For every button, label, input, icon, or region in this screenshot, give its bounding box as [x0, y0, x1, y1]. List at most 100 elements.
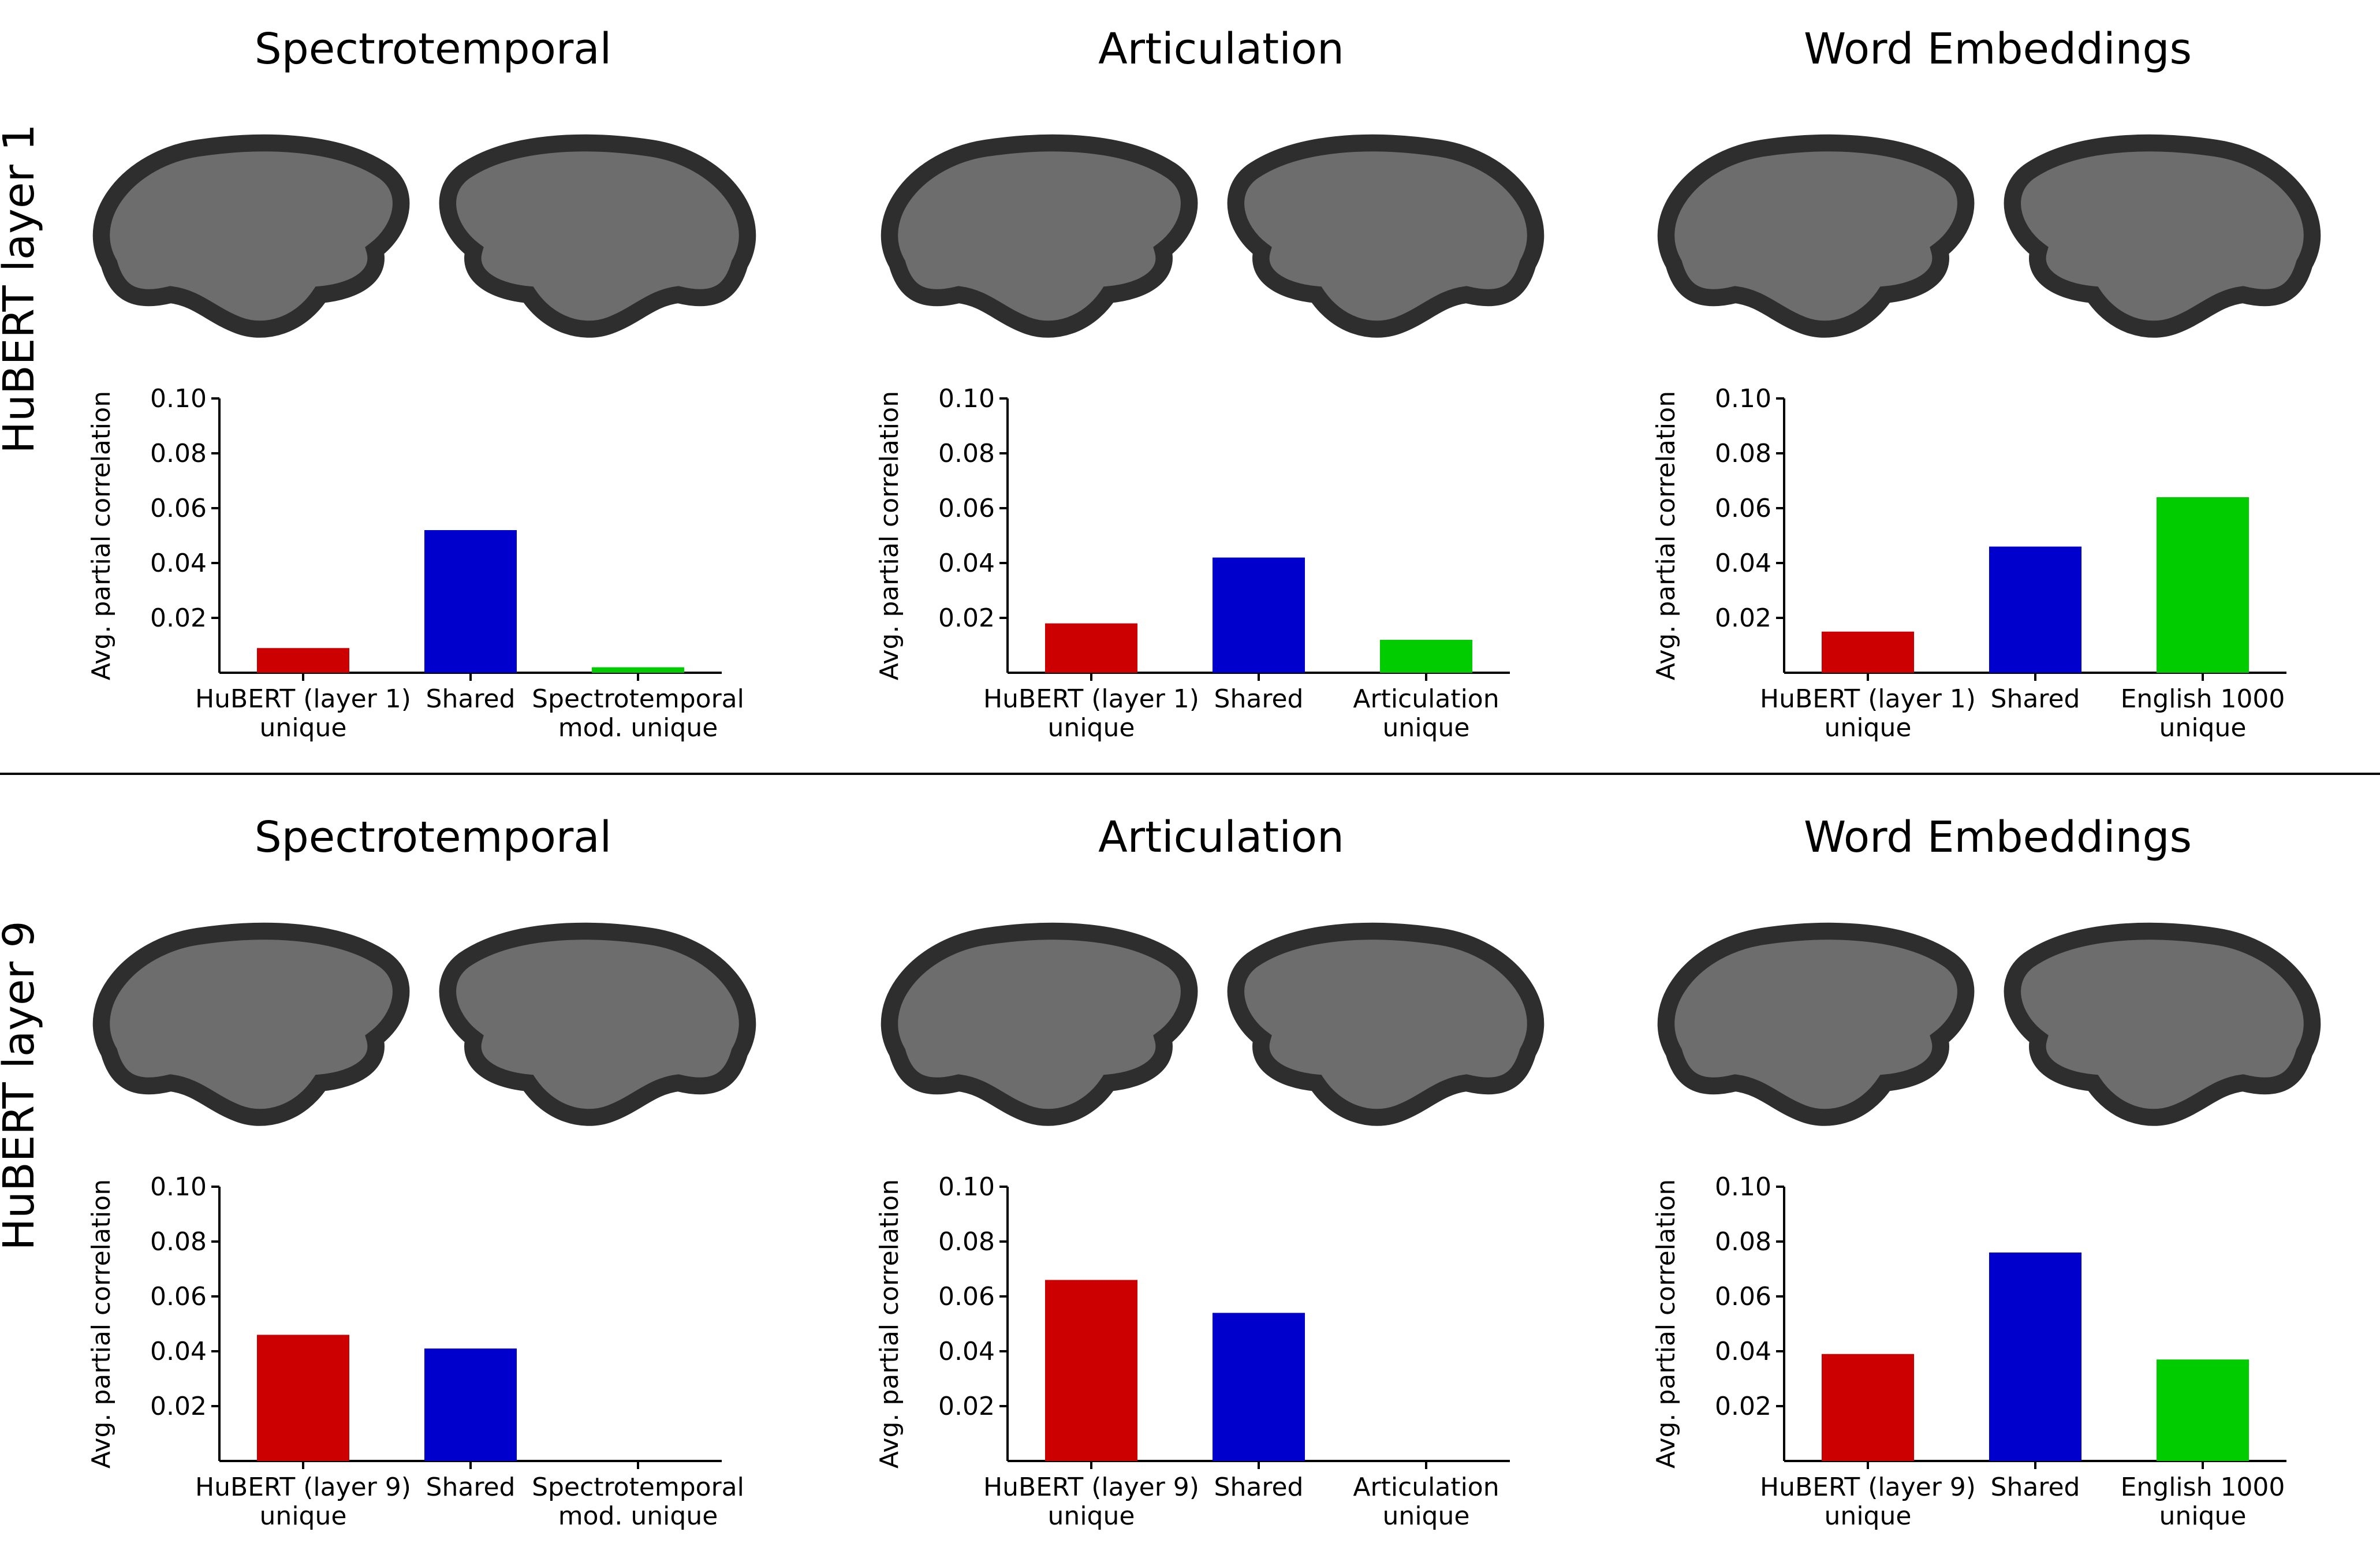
- y-axis-label: Avg. partial correlation: [1651, 1179, 1681, 1468]
- y-axis-label: Avg. partial correlation: [875, 1179, 904, 1468]
- bar: [1380, 640, 1472, 673]
- bar: [1213, 557, 1305, 673]
- x-tick-label: unique: [1383, 1501, 1470, 1531]
- y-tick-label: 0.10: [1715, 384, 1771, 413]
- x-tick-label: unique: [2159, 713, 2247, 743]
- bar: [1989, 1253, 2081, 1461]
- brain-left-hemisphere: [101, 931, 401, 1117]
- y-tick-label: 0.06: [150, 494, 207, 523]
- chart-panel-3: Word Embeddings 0.02 0.04 0.06 0.08 0.10 Avg. …: [1651, 24, 2312, 743]
- bar: [257, 1335, 349, 1461]
- chart-title: Spectrotemporal: [255, 812, 611, 862]
- chart-panel-5: Articulation 0.02 0.04 0.06 0.08 0.10 Avg. par…: [875, 812, 1536, 1531]
- y-tick-label: 0.04: [150, 1337, 207, 1366]
- brain-left-hemisphere: [889, 931, 1189, 1117]
- x-tick-label: Shared: [1214, 1473, 1304, 1502]
- y-tick-label: 0.02: [1715, 1392, 1771, 1421]
- x-tick-label: Shared: [1991, 1473, 2080, 1502]
- bar: [1989, 546, 2081, 673]
- x-tick-label: Shared: [426, 1473, 516, 1502]
- y-tick-label: 0.10: [938, 384, 995, 413]
- x-tick-label: unique: [1825, 1501, 1912, 1531]
- x-tick-label: English 1000: [2121, 1473, 2285, 1502]
- x-tick-label: Articulation: [1353, 1473, 1499, 1502]
- x-tick-label: unique: [1383, 713, 1470, 743]
- x-tick-label: Spectrotemporal: [532, 1473, 744, 1502]
- bar: [2157, 497, 2249, 673]
- row-label-layer1: HuBERT layer 1: [0, 124, 44, 453]
- y-tick-label: 0.10: [1715, 1172, 1771, 1202]
- bar: [424, 1348, 517, 1461]
- y-tick-label: 0.06: [150, 1282, 207, 1311]
- x-tick-label: unique: [1048, 713, 1135, 743]
- bar: [424, 530, 517, 673]
- y-tick-label: 0.08: [938, 1227, 995, 1257]
- x-tick-label: HuBERT (layer 9): [195, 1473, 411, 1502]
- y-tick-label: 0.04: [938, 549, 995, 578]
- brain-right-hemisphere: [2012, 143, 2312, 329]
- y-tick-label: 0.02: [1715, 603, 1771, 633]
- brain-left-hemisphere: [1666, 931, 1965, 1117]
- x-tick-label: HuBERT (layer 9): [1760, 1473, 1976, 1502]
- bar: [1822, 631, 1914, 673]
- brain-right-hemisphere: [1236, 931, 1535, 1117]
- chart-title: Articulation: [1098, 812, 1344, 862]
- y-tick-label: 0.08: [150, 1227, 207, 1257]
- y-tick-label: 0.06: [938, 1282, 995, 1311]
- y-tick-label: 0.02: [150, 603, 207, 633]
- y-tick-label: 0.06: [1715, 494, 1771, 523]
- y-tick-label: 0.04: [1715, 549, 1771, 578]
- chart-title: Spectrotemporal: [255, 24, 611, 74]
- x-tick-label: unique: [260, 1501, 347, 1531]
- y-tick-label: 0.10: [150, 384, 207, 413]
- brain-right-hemisphere: [2012, 931, 2312, 1117]
- bar: [1822, 1354, 1914, 1461]
- chart-title: Word Embeddings: [1804, 812, 2192, 862]
- x-tick-label: HuBERT (layer 1): [983, 684, 1199, 714]
- chart-title: Articulation: [1098, 24, 1344, 74]
- y-axis-label: Avg. partial correlation: [87, 1179, 116, 1468]
- x-tick-label: HuBERT (layer 1): [195, 684, 411, 714]
- bar: [1045, 623, 1137, 673]
- x-tick-label: Shared: [426, 684, 516, 714]
- y-tick-label: 0.04: [1715, 1337, 1771, 1366]
- chart-panel-6: Word Embeddings 0.02 0.04 0.06 0.08 0.10 Avg. …: [1651, 812, 2312, 1531]
- y-tick-label: 0.04: [150, 549, 207, 578]
- x-tick-label: Spectrotemporal: [532, 684, 744, 714]
- y-tick-label: 0.06: [1715, 1282, 1771, 1311]
- y-tick-label: 0.08: [938, 439, 995, 468]
- y-tick-label: 0.02: [938, 1392, 995, 1421]
- x-tick-label: mod. unique: [558, 1501, 718, 1531]
- brain-left-hemisphere: [1666, 143, 1965, 329]
- panels: Spectrotemporal 0.02 0.04 0.06 0.08 0.10 Avg. …: [87, 24, 2312, 1531]
- y-tick-label: 0.08: [150, 439, 207, 468]
- y-tick-label: 0.10: [938, 1172, 995, 1202]
- bar: [257, 648, 349, 673]
- x-tick-label: mod. unique: [558, 713, 718, 743]
- chart-panel-2: Articulation 0.02 0.04 0.06 0.08 0.10 Avg. par…: [875, 24, 1536, 743]
- y-tick-label: 0.08: [1715, 439, 1771, 468]
- y-tick-label: 0.06: [938, 494, 995, 523]
- y-tick-label: 0.04: [938, 1337, 995, 1366]
- y-tick-label: 0.02: [150, 1392, 207, 1421]
- y-tick-label: 0.08: [1715, 1227, 1771, 1257]
- y-axis-label: Avg. partial correlation: [1651, 391, 1681, 680]
- bar: [1213, 1313, 1305, 1461]
- x-tick-label: HuBERT (layer 1): [1760, 684, 1976, 714]
- brain-left-hemisphere: [101, 143, 401, 329]
- chart-panel-4: Spectrotemporal 0.02 0.04 0.06 0.08 0.10 Avg. …: [87, 812, 748, 1531]
- row-label-layer9: HuBERT layer 9: [0, 920, 44, 1250]
- brain-right-hemisphere: [1236, 143, 1535, 329]
- chart-panel-1: Spectrotemporal 0.02 0.04 0.06 0.08 0.10 Avg. …: [87, 24, 748, 743]
- bar: [592, 667, 684, 673]
- bar: [2157, 1359, 2249, 1461]
- bar: [1045, 1280, 1137, 1461]
- y-axis-label: Avg. partial correlation: [875, 391, 904, 680]
- x-tick-label: Shared: [1991, 684, 2080, 714]
- brain-right-hemisphere: [447, 143, 747, 329]
- x-tick-label: Articulation: [1353, 684, 1499, 714]
- y-tick-label: 0.10: [150, 1172, 207, 1202]
- chart-title: Word Embeddings: [1804, 24, 2192, 74]
- x-tick-label: unique: [260, 713, 347, 743]
- x-tick-label: unique: [1825, 713, 1912, 743]
